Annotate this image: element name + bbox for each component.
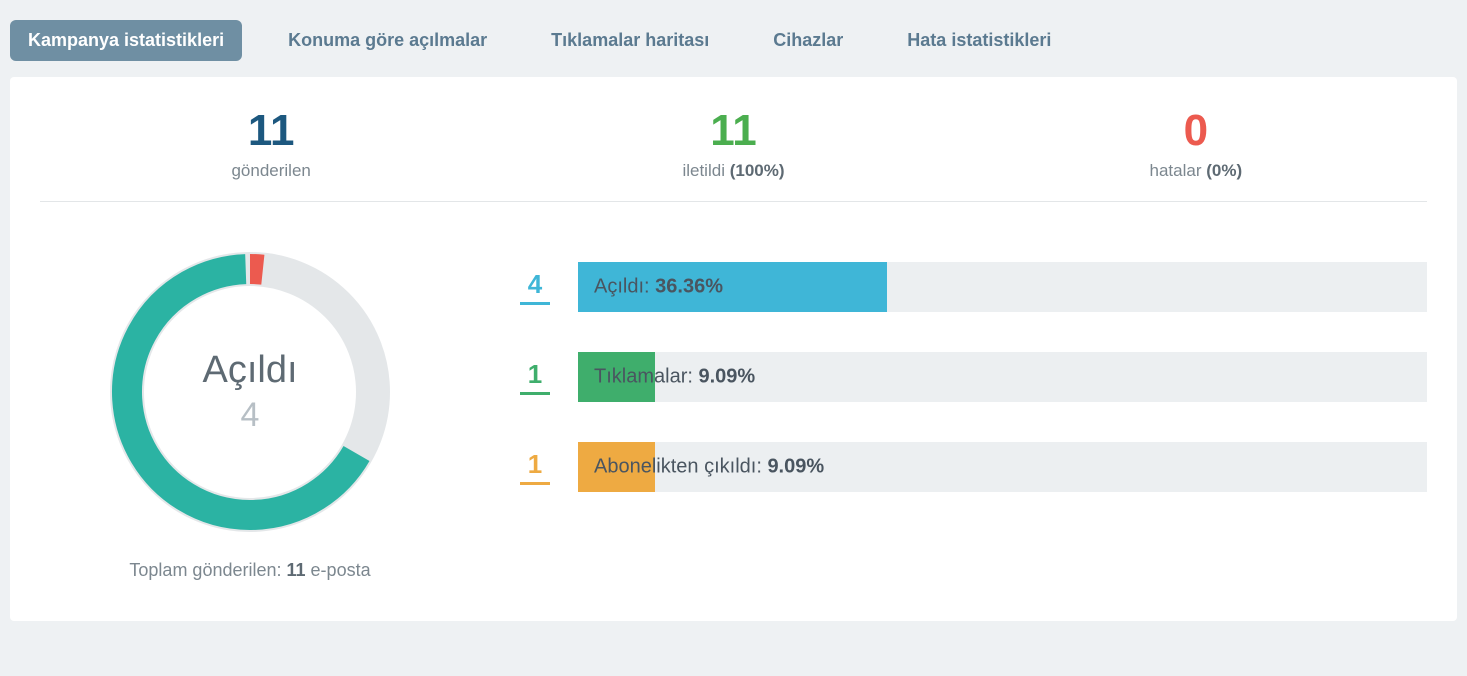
donut-footer-suffix: e-posta bbox=[306, 560, 371, 580]
bar-track: Açıldı: 36.36% bbox=[578, 262, 1427, 312]
tab-1[interactable]: Konuma göre açılmalar bbox=[270, 20, 505, 61]
donut-footer-prefix: Toplam gönderilen: bbox=[129, 560, 286, 580]
tab-0[interactable]: Kampanya istatistikleri bbox=[10, 20, 242, 61]
bar-label: Abonelikten çıkıldı: 9.09% bbox=[594, 456, 824, 479]
bar-track: Tıklamalar: 9.09% bbox=[578, 352, 1427, 402]
tab-3[interactable]: Cihazlar bbox=[755, 20, 861, 61]
stat-errors: 0 hatalar (0%) bbox=[965, 107, 1427, 181]
stat-delivered-label-pct: (100%) bbox=[730, 161, 785, 180]
donut-footer-count: 11 bbox=[287, 560, 306, 580]
tab-4[interactable]: Hata istatistikleri bbox=[889, 20, 1069, 61]
stat-sent-value: 11 bbox=[40, 107, 502, 155]
donut-chart: Açıldı 4 bbox=[100, 242, 400, 542]
bar-row-0: 4 Açıldı: 36.36% bbox=[520, 262, 1427, 312]
bar-row-2: 1 Abonelikten çıkıldı: 9.09% bbox=[520, 442, 1427, 492]
bar-count-link[interactable]: 1 bbox=[520, 449, 550, 485]
stat-errors-label: hatalar (0%) bbox=[965, 161, 1427, 181]
bar-track: Abonelikten çıkıldı: 9.09% bbox=[578, 442, 1427, 492]
bar-row-1: 1 Tıklamalar: 9.09% bbox=[520, 352, 1427, 402]
stat-errors-value: 0 bbox=[965, 107, 1427, 155]
donut-footer: Toplam gönderilen: 11 e-posta bbox=[40, 560, 460, 581]
bar-count-link[interactable]: 4 bbox=[520, 269, 550, 305]
bar-label: Açıldı: 36.36% bbox=[594, 276, 723, 299]
top-stats-row: 11 gönderilen 11 iletildi (100%) 0 hatal… bbox=[40, 107, 1427, 202]
bar-count-link[interactable]: 1 bbox=[520, 359, 550, 395]
donut-center: Açıldı 4 bbox=[100, 242, 400, 542]
stat-errors-label-text: hatalar bbox=[1150, 161, 1207, 180]
lower-row: Açıldı 4 Toplam gönderilen: 11 e-posta 4… bbox=[40, 242, 1427, 581]
donut-center-count: 4 bbox=[241, 396, 260, 435]
campaign-stats-page: Kampanya istatistikleri Konuma göre açılm… bbox=[0, 0, 1467, 651]
stat-delivered-label: iletildi (100%) bbox=[502, 161, 964, 181]
stat-sent: 11 gönderilen bbox=[40, 107, 502, 181]
tab-2[interactable]: Tıklamalar haritası bbox=[533, 20, 727, 61]
stat-errors-label-pct: (0%) bbox=[1206, 161, 1242, 180]
stat-sent-label: gönderilen bbox=[40, 161, 502, 181]
stat-delivered-label-text: iletildi bbox=[682, 161, 729, 180]
tabs-bar: Kampanya istatistikleri Konuma göre açılm… bbox=[10, 20, 1457, 77]
stat-delivered-value: 11 bbox=[502, 107, 964, 155]
bars-column: 4 Açıldı: 36.36% 1 Tıklamalar: 9.09% 1 Abonel… bbox=[520, 242, 1427, 492]
stat-delivered: 11 iletildi (100%) bbox=[502, 107, 964, 181]
donut-column: Açıldı 4 Toplam gönderilen: 11 e-posta bbox=[40, 242, 460, 581]
donut-center-title: Açıldı bbox=[202, 349, 297, 392]
stats-panel: 11 gönderilen 11 iletildi (100%) 0 hatal… bbox=[10, 77, 1457, 621]
bar-label: Tıklamalar: 9.09% bbox=[594, 366, 755, 389]
